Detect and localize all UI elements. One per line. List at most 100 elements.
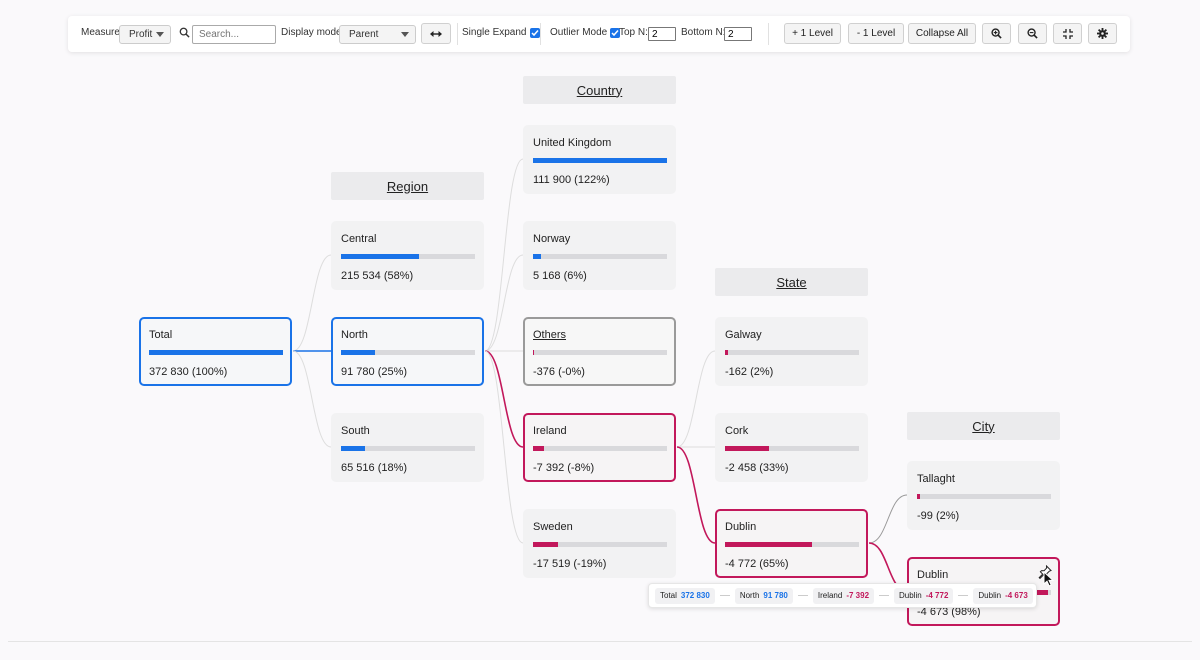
path-breadcrumb: Total 372 830 North 91 780 Ireland -7 39… xyxy=(648,583,1037,608)
pin-icon[interactable] xyxy=(1038,565,1052,579)
node-south[interactable]: South 65 516 (18%) xyxy=(331,413,484,482)
display-mode-label: Display mode xyxy=(281,27,342,38)
chevron-down-icon xyxy=(156,32,164,37)
node-bar-fill xyxy=(533,158,667,163)
swap-icon xyxy=(430,30,442,37)
measure-select[interactable]: Profit xyxy=(119,25,171,44)
single-expand-label: Single Expand xyxy=(462,27,527,38)
node-value: -162 (2%) xyxy=(725,366,774,378)
measure-value: Profit xyxy=(129,29,153,40)
node-bar-fill xyxy=(917,494,920,499)
node-bar-fill xyxy=(533,446,544,451)
crumb-value: -4 673 xyxy=(1005,591,1028,600)
single-expand-checkbox[interactable] xyxy=(529,27,540,38)
zoom-out-icon xyxy=(1027,28,1038,39)
node-galway[interactable]: Galway -162 (2%) xyxy=(715,317,868,386)
crumb-separator xyxy=(797,595,808,596)
breadcrumb-dublin-state[interactable]: Dublin -4 772 xyxy=(894,587,954,604)
check-icon xyxy=(530,29,539,36)
node-name: Galway xyxy=(725,329,762,341)
node-name: Dublin xyxy=(725,521,757,533)
node-value: -2 458 (33%) xyxy=(725,462,789,474)
bottom-n-input[interactable] xyxy=(724,27,752,41)
node-value: -4 772 (65%) xyxy=(725,558,789,570)
node-name: South xyxy=(341,425,370,437)
node-north[interactable]: North 91 780 (25%) xyxy=(331,317,484,386)
node-total[interactable]: Total 372 830 (100%) xyxy=(139,317,292,386)
search-input[interactable] xyxy=(192,25,276,44)
collapse-all-button[interactable]: Collapse All xyxy=(908,23,976,44)
bottom-n-label: Bottom N: xyxy=(681,27,726,38)
crumb-label: Dublin xyxy=(899,591,922,600)
node-dublin-state[interactable]: Dublin -4 772 (65%) xyxy=(715,509,868,578)
node-bar-track xyxy=(341,446,475,451)
header-region[interactable]: Region xyxy=(331,172,484,200)
node-bar-fill xyxy=(725,446,769,451)
top-n-input[interactable] xyxy=(648,27,676,41)
node-ireland[interactable]: Ireland -7 392 (-8%) xyxy=(523,413,676,482)
node-bar-track xyxy=(533,254,667,259)
breadcrumb-total[interactable]: Total 372 830 xyxy=(655,587,715,604)
node-united-kingdom[interactable]: United Kingdom 111 900 (122%) xyxy=(523,125,676,194)
zoom-in-icon xyxy=(991,28,1002,39)
node-name: Ireland xyxy=(533,425,567,437)
swap-direction-button[interactable] xyxy=(421,23,451,44)
crumb-label: Ireland xyxy=(817,591,843,600)
fit-icon xyxy=(1062,28,1073,39)
toolbar-divider xyxy=(540,23,541,45)
node-bar-fill xyxy=(725,350,728,355)
breadcrumb-dublin-city[interactable]: Dublin -4 673 xyxy=(973,587,1033,604)
node-bar-track xyxy=(725,446,859,451)
node-norway[interactable]: Norway 5 168 (6%) xyxy=(523,221,676,290)
node-bar-track xyxy=(149,350,283,355)
check-icon xyxy=(611,29,619,36)
display-mode-select[interactable]: Parent xyxy=(339,25,416,44)
plus-level-button[interactable]: + 1 Level xyxy=(784,23,841,44)
breadcrumb-ireland[interactable]: Ireland -7 392 xyxy=(812,587,875,604)
node-bar-track xyxy=(533,446,667,451)
node-sweden[interactable]: Sweden -17 519 (-19%) xyxy=(523,509,676,578)
fit-to-screen-button[interactable] xyxy=(1053,23,1082,44)
outlier-mode-label: Outlier Mode xyxy=(550,27,608,38)
node-name: Central xyxy=(341,233,377,245)
connector-north-norway xyxy=(484,254,524,352)
crumb-value: -4 772 xyxy=(925,591,949,600)
connector-dublin-tallaght xyxy=(868,494,908,544)
connector-north-uk xyxy=(484,158,524,352)
connector-north-sweden xyxy=(484,350,524,544)
node-bar-track xyxy=(341,350,475,355)
node-bar-fill xyxy=(341,446,365,451)
header-state[interactable]: State xyxy=(715,268,868,296)
toolbar-divider xyxy=(768,23,769,45)
settings-button[interactable] xyxy=(1088,23,1117,44)
node-others[interactable]: Others -376 (-0%) xyxy=(523,317,676,386)
minus-level-button[interactable]: - 1 Level xyxy=(848,23,904,44)
header-country[interactable]: Country xyxy=(523,76,676,104)
breadcrumb-north[interactable]: North 91 780 xyxy=(734,587,793,604)
zoom-out-button[interactable] xyxy=(1018,23,1047,44)
node-bar-fill xyxy=(341,254,419,259)
node-value: -17 519 (-19%) xyxy=(533,558,607,570)
node-bar-fill xyxy=(341,350,375,355)
crumb-separator xyxy=(958,595,969,596)
node-value: 5 168 (6%) xyxy=(533,270,587,282)
node-value: 65 516 (18%) xyxy=(341,462,408,474)
node-name: Others xyxy=(533,329,567,341)
node-name: Cork xyxy=(725,425,749,437)
node-central[interactable]: Central 215 534 (58%) xyxy=(331,221,484,290)
node-bar-track xyxy=(533,158,667,163)
outlier-mode-checkbox[interactable] xyxy=(610,27,621,38)
zoom-in-button[interactable] xyxy=(982,23,1011,44)
header-city[interactable]: City xyxy=(907,412,1060,440)
crumb-value: -7 392 xyxy=(846,591,870,600)
node-cork[interactable]: Cork -2 458 (33%) xyxy=(715,413,868,482)
crumb-separator xyxy=(719,595,730,596)
node-value: -376 (-0%) xyxy=(533,366,585,378)
toolbar-divider xyxy=(457,23,458,45)
node-value: 91 780 (25%) xyxy=(341,366,408,378)
node-bar-track xyxy=(341,254,475,259)
node-tallaght[interactable]: Tallaght -99 (2%) xyxy=(907,461,1060,530)
node-value: -7 392 (-8%) xyxy=(533,462,595,474)
node-bar-track xyxy=(917,494,1051,499)
node-name: Norway xyxy=(533,233,571,245)
